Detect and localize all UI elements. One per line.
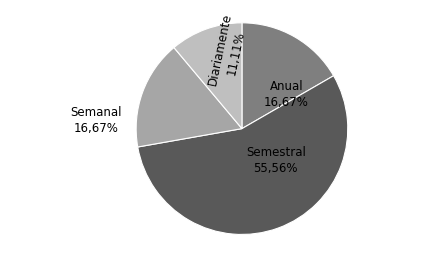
Wedge shape: [241, 23, 333, 129]
Text: Semestral
55,56%: Semestral 55,56%: [245, 146, 305, 175]
Wedge shape: [136, 48, 241, 147]
Text: Diariamente
11,11%: Diariamente 11,11%: [206, 12, 249, 90]
Text: Semanal
16,67%: Semanal 16,67%: [70, 106, 121, 135]
Wedge shape: [174, 23, 241, 129]
Wedge shape: [138, 76, 347, 234]
Text: Anual
16,67%: Anual 16,67%: [263, 80, 308, 109]
